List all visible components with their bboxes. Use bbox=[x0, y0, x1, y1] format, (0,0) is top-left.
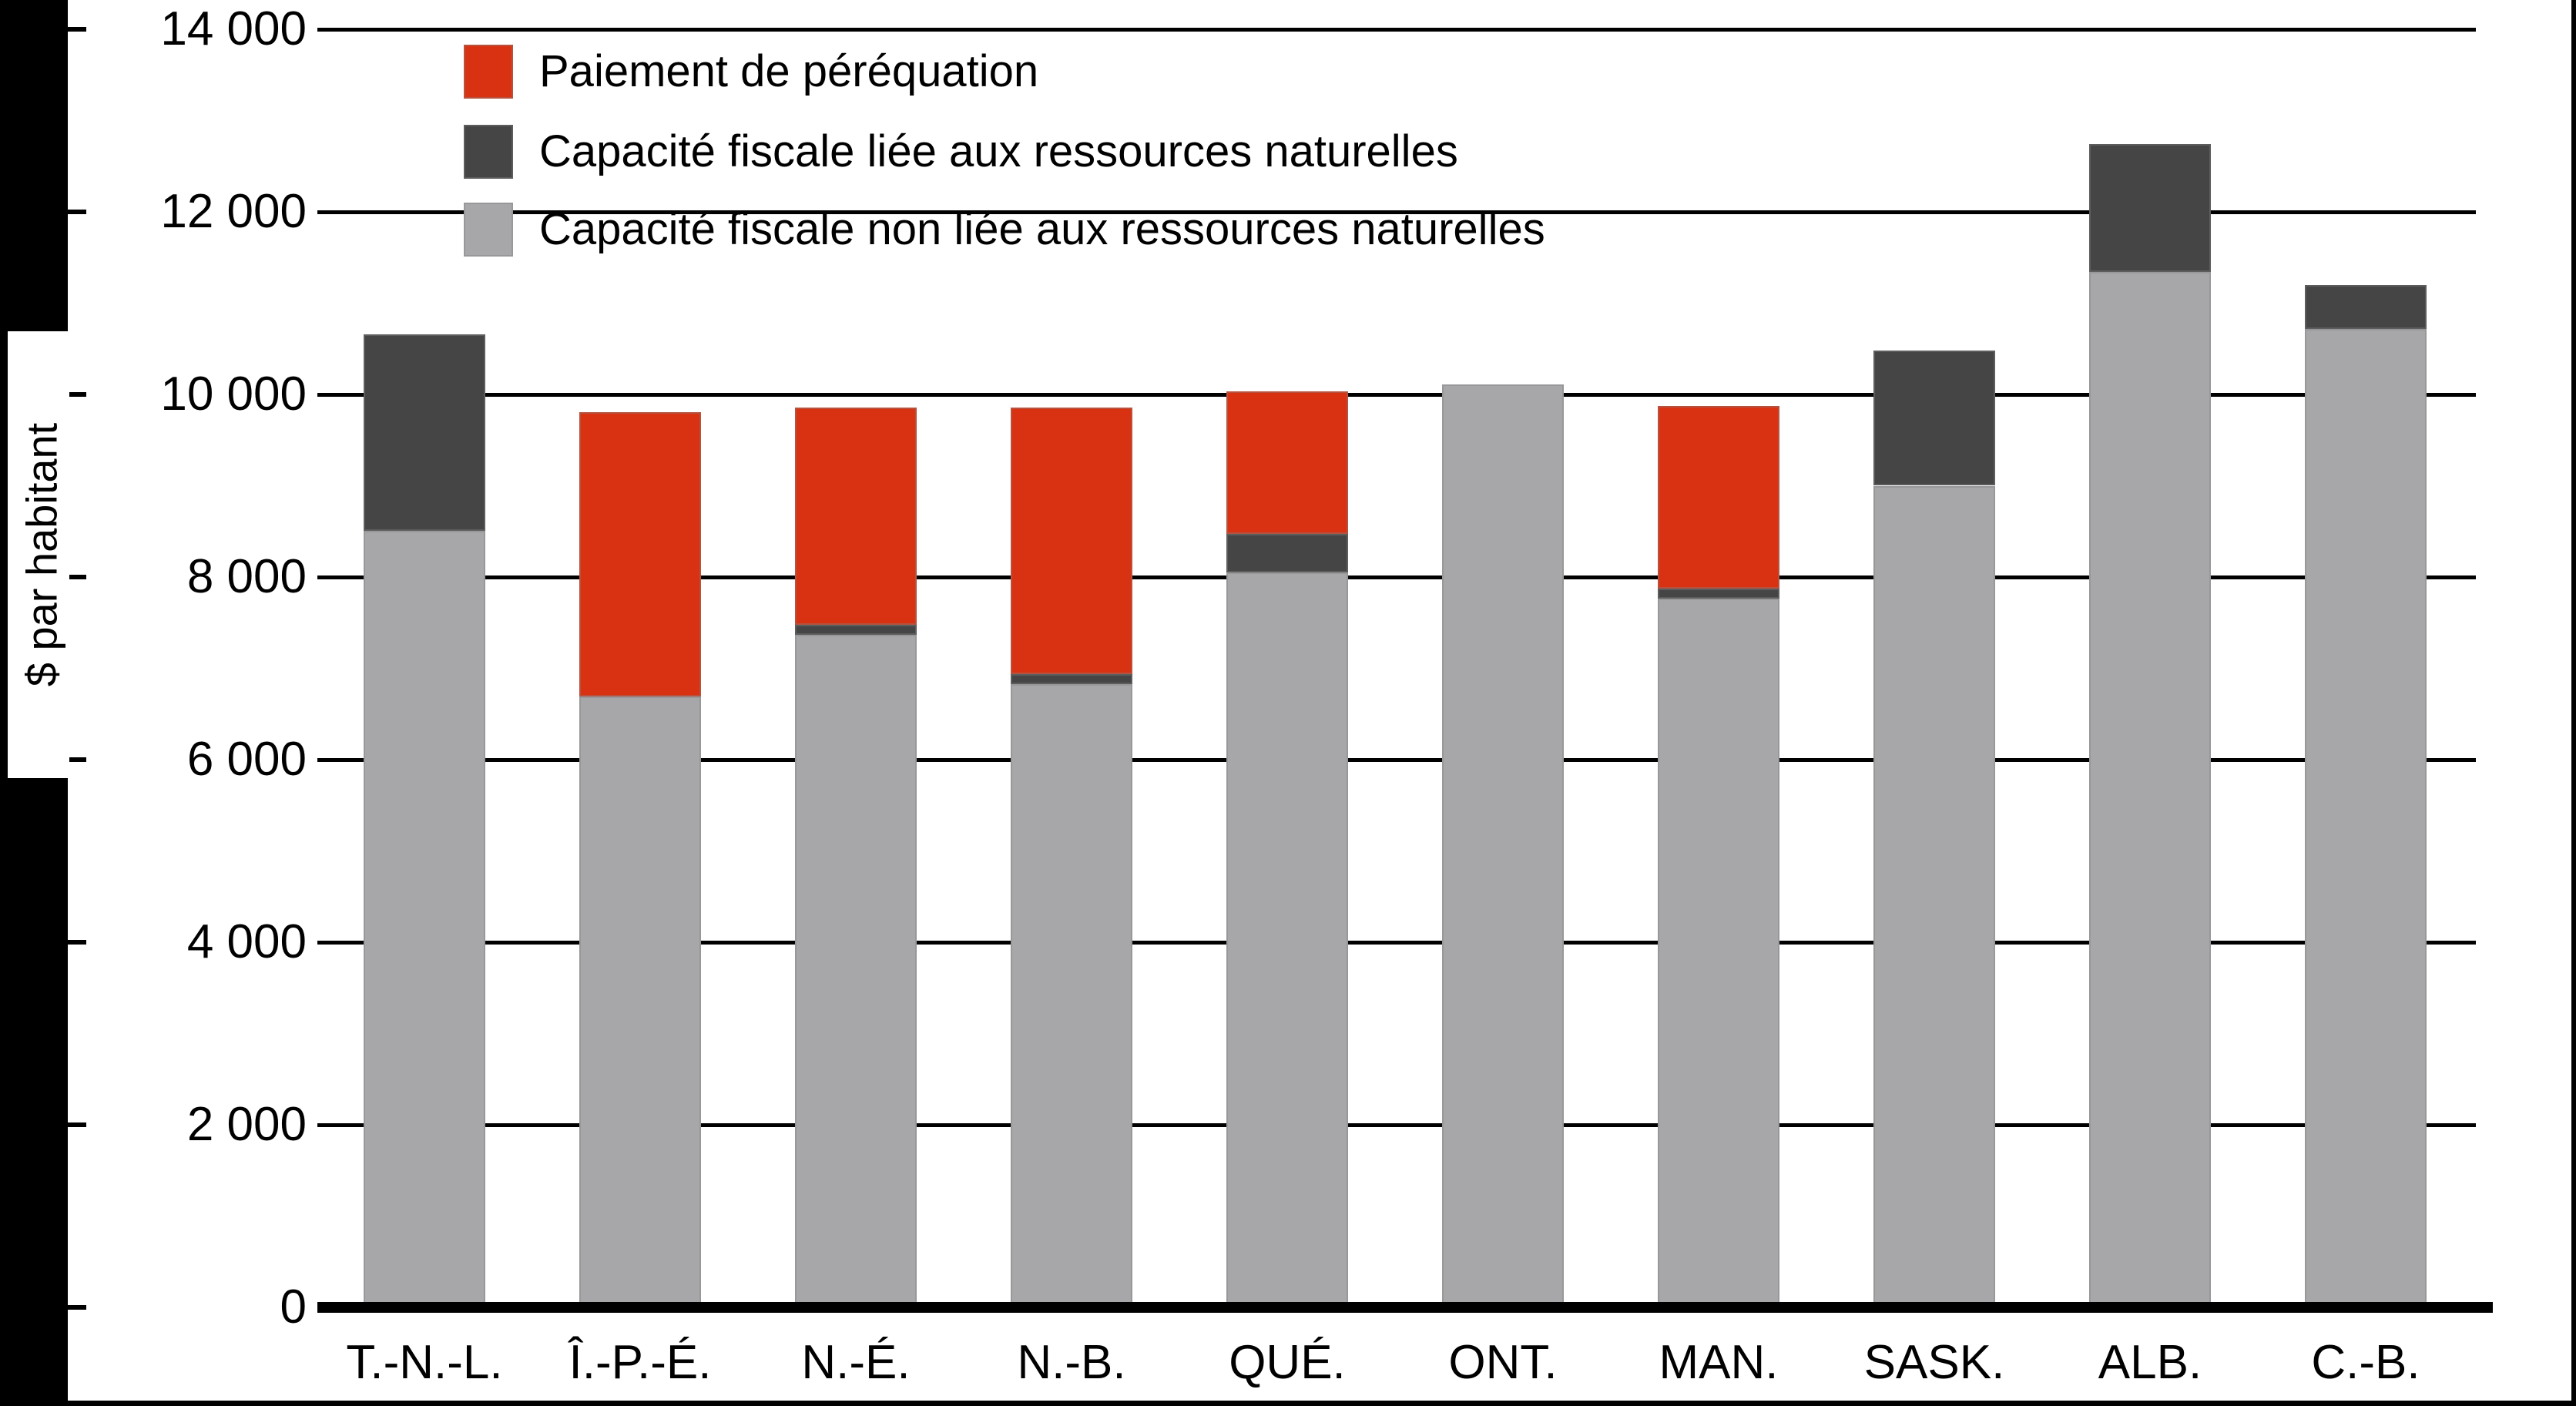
y-axis-title: $ par habitant bbox=[17, 422, 66, 687]
gridline-14000 bbox=[317, 28, 2476, 32]
bar-segment-equalization-payment-MAN. bbox=[1658, 406, 1779, 589]
x-axis-label-SASK.: SASK. bbox=[1863, 1336, 2005, 1389]
x-axis-label-MAN.: MAN. bbox=[1659, 1336, 1779, 1389]
x-axis-label-ONT.: ONT. bbox=[1448, 1336, 1558, 1389]
bar-segment-non-resource-fiscal-capacity-N.-B. bbox=[1011, 683, 1132, 1307]
y-axis-tick-label-8000: 8 000 bbox=[186, 550, 307, 603]
bar-segment-non-resource-fiscal-capacity-MAN. bbox=[1658, 599, 1779, 1307]
gridline-2000 bbox=[317, 1123, 2476, 1127]
x-axis-label-N.-É.: N.-É. bbox=[801, 1336, 911, 1389]
legend-swatch-1 bbox=[464, 45, 513, 99]
x-axis-label-T.-N.-L.: T.-N.-L. bbox=[346, 1336, 503, 1389]
bar-segment-resource-fiscal-capacity-SASK. bbox=[1873, 351, 1995, 486]
bar-segment-non-resource-fiscal-capacity-C.-B. bbox=[2305, 328, 2427, 1307]
y-axis-tick-6000 bbox=[65, 757, 86, 762]
bar-segment-non-resource-fiscal-capacity-ALB. bbox=[2089, 272, 2211, 1307]
y-axis-tick-4000 bbox=[65, 940, 86, 945]
bar-segment-non-resource-fiscal-capacity-Î.-P.-É. bbox=[579, 696, 701, 1307]
legend-label-1: Paiement de péréquation bbox=[539, 46, 1039, 96]
y-axis-tick-label-4000: 4 000 bbox=[186, 915, 307, 968]
x-axis-label-C.-B.: C.-B. bbox=[2311, 1336, 2420, 1389]
x-axis-label-N.-B.: N.-B. bbox=[1017, 1336, 1126, 1389]
bar-segment-equalization-payment-Î.-P.-É. bbox=[579, 411, 701, 697]
legend-label-2: Capacité fiscale liée aux ressources nat… bbox=[539, 126, 1458, 176]
y-axis-tick-label-0: 0 bbox=[280, 1280, 307, 1334]
bar-segment-non-resource-fiscal-capacity-SASK. bbox=[1873, 485, 1995, 1307]
bar-segment-resource-fiscal-capacity-MAN. bbox=[1658, 589, 1779, 599]
bar-segment-non-resource-fiscal-capacity-QUÉ. bbox=[1226, 572, 1348, 1307]
y-axis-tick-8000 bbox=[65, 575, 86, 579]
y-axis-tick-14000 bbox=[65, 27, 86, 32]
y-axis-tick-0 bbox=[65, 1305, 86, 1310]
legend-label-3: Capacité fiscale non liée aux ressources… bbox=[539, 204, 1545, 254]
y-axis-tick-label-2000: 2 000 bbox=[186, 1098, 307, 1151]
bar-segment-resource-fiscal-capacity-QUÉ. bbox=[1226, 534, 1348, 573]
x-axis-label-Î.-P.-É.: Î.-P.-É. bbox=[569, 1336, 712, 1389]
gridline-6000 bbox=[317, 758, 2476, 762]
bar-segment-resource-fiscal-capacity-C.-B. bbox=[2305, 284, 2427, 329]
bar-segment-equalization-payment-N.-É. bbox=[795, 407, 917, 625]
x-axis-label-QUÉ.: QUÉ. bbox=[1229, 1336, 1346, 1389]
y-axis-tick-label-6000: 6 000 bbox=[186, 733, 307, 786]
bar-segment-resource-fiscal-capacity-T.-N.-L. bbox=[364, 334, 485, 531]
bar-segment-non-resource-fiscal-capacity-N.-É. bbox=[795, 634, 917, 1307]
bar-segment-equalization-payment-N.-B. bbox=[1011, 407, 1132, 674]
gridline-10000 bbox=[317, 393, 2476, 397]
y-axis-tick-label-12000: 12 000 bbox=[160, 185, 307, 238]
gridline-12000 bbox=[317, 210, 2476, 214]
legend-swatch-2 bbox=[464, 125, 513, 179]
y-axis-tick-label-14000: 14 000 bbox=[160, 2, 307, 55]
bar-segment-equalization-payment-QUÉ. bbox=[1226, 391, 1348, 535]
bar-segment-non-resource-fiscal-capacity-ONT. bbox=[1442, 384, 1564, 1307]
bar-segment-non-resource-fiscal-capacity-T.-N.-L. bbox=[364, 530, 485, 1307]
bar-segment-resource-fiscal-capacity-N.-B. bbox=[1011, 673, 1132, 684]
bottom-black-band bbox=[0, 1401, 2576, 1406]
right-black-band bbox=[2571, 0, 2576, 1406]
y-axis-title-window: $ par habitant bbox=[8, 331, 69, 778]
y-axis-tick-10000 bbox=[65, 392, 86, 397]
x-axis-label-ALB.: ALB. bbox=[2098, 1336, 2202, 1389]
y-axis-tick-2000 bbox=[65, 1122, 86, 1127]
y-axis-tick-12000 bbox=[65, 210, 86, 214]
legend-swatch-3 bbox=[464, 203, 513, 257]
gridline-4000 bbox=[317, 941, 2476, 945]
y-axis-tick-label-10000: 10 000 bbox=[160, 367, 307, 421]
bar-segment-resource-fiscal-capacity-N.-É. bbox=[795, 624, 917, 635]
bar-segment-resource-fiscal-capacity-ALB. bbox=[2089, 144, 2211, 273]
gridline-8000 bbox=[317, 575, 2476, 579]
x-axis-line bbox=[317, 1302, 2493, 1313]
